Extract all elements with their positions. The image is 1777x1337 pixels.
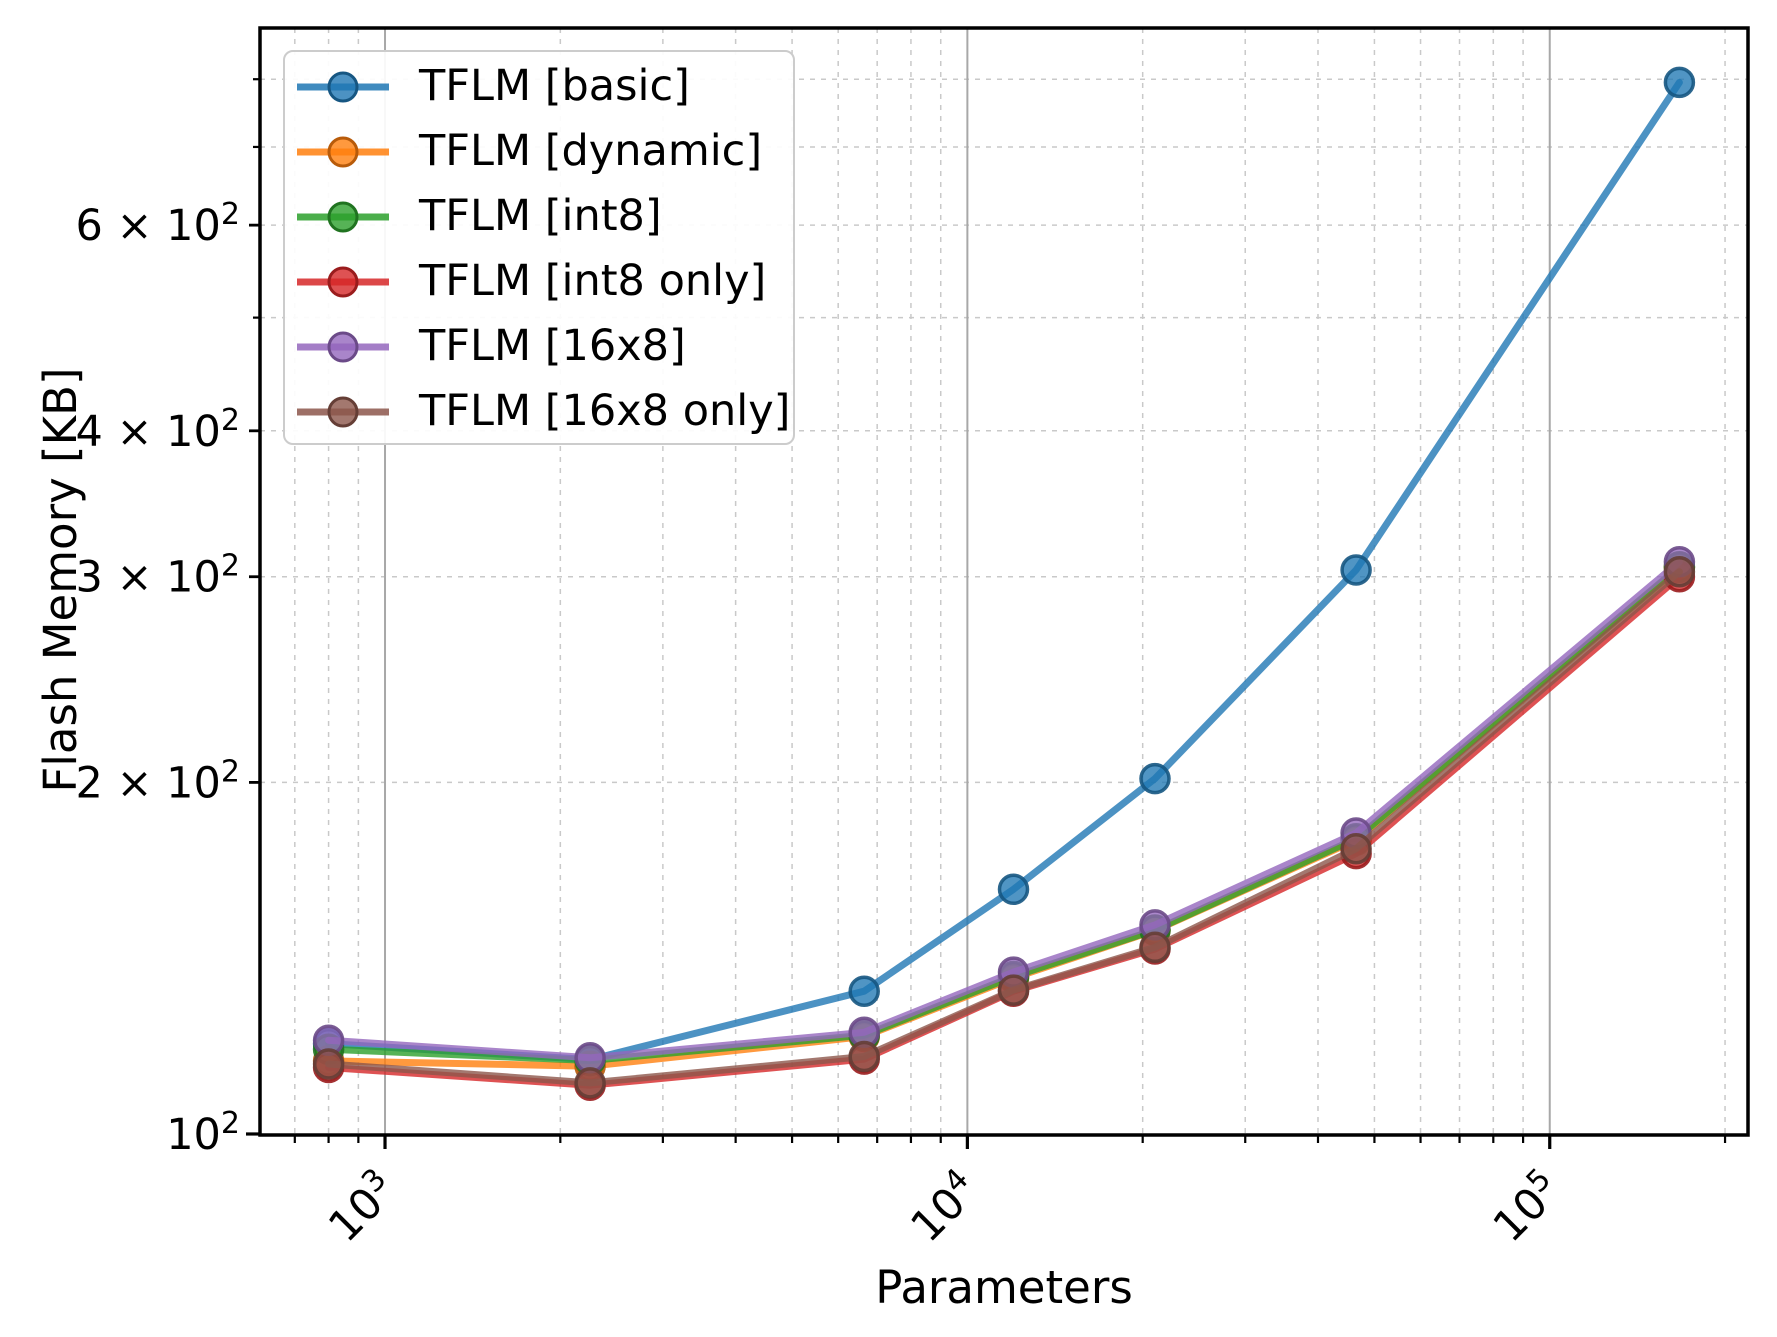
legend-marker-icon [327, 266, 359, 297]
legend-item: TFLM [16x8] [293, 314, 793, 379]
y-axis-title: Flash Memory [KB] [34, 367, 87, 792]
data-point [1340, 832, 1372, 865]
legend-label: TFLM [16x8 only] [419, 386, 791, 436]
legend-item: TFLM [int8] [293, 184, 793, 249]
data-point [1139, 931, 1171, 964]
legend-label: TFLM [16x8] [419, 321, 686, 371]
data-point [1663, 66, 1696, 99]
legend-label: TFLM [basic] [419, 61, 690, 111]
legend-marker-icon [327, 396, 359, 427]
legend-marker-icon [327, 201, 359, 232]
series-line-5 [325, 568, 1683, 1087]
series-line-3 [325, 573, 1683, 1089]
legend-marker-icon [327, 71, 359, 102]
legend-marker-icon [327, 136, 359, 167]
x-tick-label: 104 [899, 1162, 989, 1252]
x-tick-label: 103 [316, 1162, 406, 1252]
legend-item: TFLM [dynamic] [293, 119, 793, 184]
legend-item: TFLM [16x8 only] [293, 379, 793, 444]
legend-swatch [297, 266, 389, 297]
x-tick-label: 105 [1481, 1162, 1571, 1252]
legend-label: TFLM [int8 only] [419, 256, 767, 306]
y-tick-label: 2 × 102 [75, 754, 240, 808]
y-tick-label: 102 [166, 1106, 240, 1160]
legend-label: TFLM [dynamic] [419, 126, 763, 176]
x-axis-title: Parameters [875, 1261, 1133, 1314]
data-point [848, 975, 880, 1007]
data-point [997, 873, 1030, 906]
data-point [312, 1048, 345, 1080]
plot-area: 103 104 105 102 2 × 102 3 × 102 4 × 102 6 × 102 [75, 26, 1750, 1252]
legend-item: TFLM [int8 only] [293, 249, 793, 314]
legend-item: TFLM [basic] [293, 54, 793, 119]
legend-swatch [297, 136, 389, 167]
legend-marker-icon [327, 331, 359, 362]
y-tick-label: 6 × 102 [75, 197, 240, 251]
legend-swatch [297, 331, 389, 362]
data-point [1663, 555, 1696, 588]
y-tick-label: 4 × 102 [75, 403, 240, 457]
legend: TFLM [basic] TFLM [dynamic] TFLM [int8] TFL… [283, 50, 795, 445]
data-point [1340, 554, 1372, 586]
y-tick-label: 3 × 102 [75, 549, 240, 603]
data-point [848, 1040, 880, 1073]
data-point [997, 974, 1030, 1006]
data-point [1139, 762, 1171, 795]
legend-label: TFLM [int8] [419, 191, 662, 241]
axes-frame [258, 26, 1750, 1137]
legend-swatch [297, 396, 389, 427]
legend-swatch [297, 71, 389, 102]
legend-swatch [297, 201, 389, 232]
data-point [574, 1067, 606, 1099]
